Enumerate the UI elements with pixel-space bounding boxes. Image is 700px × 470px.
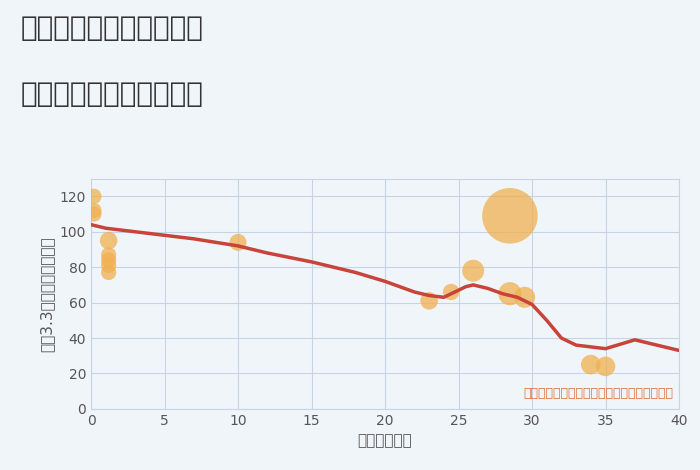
X-axis label: 築年数（年）: 築年数（年） (358, 433, 412, 448)
Y-axis label: 坪（3.3㎡）単価（万円）: 坪（3.3㎡）単価（万円） (39, 236, 54, 352)
Point (103, 256, 114, 264)
Text: 大阪府堺市中区東八田の: 大阪府堺市中区東八田の (21, 14, 204, 42)
Point (103, 269, 114, 276)
Text: 円の大きさは、取引のあった物件面積を示す: 円の大きさは、取引のあった物件面積を示す (523, 387, 673, 400)
Text: 築年数別中古戸建て価格: 築年数別中古戸建て価格 (21, 80, 204, 108)
Point (585, 361, 596, 368)
Point (600, 363, 611, 370)
Point (103, 237, 114, 244)
Point (103, 262, 114, 269)
Point (88, 210, 99, 218)
Point (424, 297, 435, 305)
Point (103, 251, 114, 258)
Point (468, 267, 479, 274)
Point (446, 288, 457, 296)
Point (232, 239, 244, 246)
Point (519, 294, 531, 301)
Point (504, 212, 515, 219)
Point (88, 193, 99, 200)
Point (504, 290, 515, 298)
Point (88, 207, 99, 214)
